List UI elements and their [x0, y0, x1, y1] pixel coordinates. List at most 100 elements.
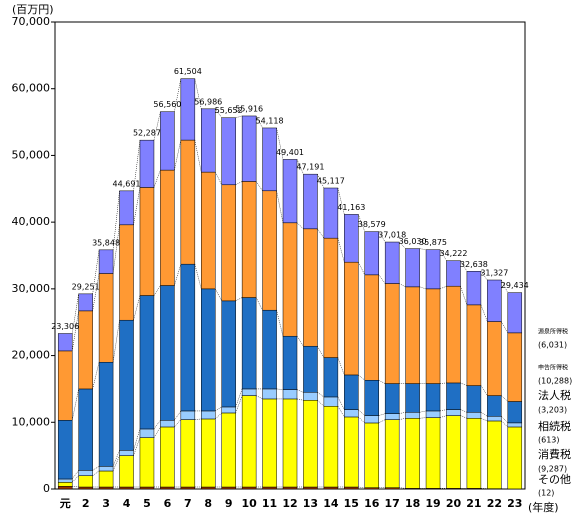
connector: [215, 406, 222, 412]
connector: [501, 420, 508, 428]
bar-segment: [160, 420, 175, 428]
connector: [194, 418, 202, 420]
connector: [153, 170, 161, 188]
bar-segment: [384, 383, 400, 414]
total-label: 55,652: [215, 106, 243, 115]
bar-segment: [282, 486, 298, 490]
total-label: 47,191: [296, 163, 324, 172]
connector: [133, 187, 141, 225]
x-tick-label: 12: [282, 497, 297, 510]
connector: [439, 285, 447, 290]
bar-segment: [262, 388, 277, 400]
bar-segment: [119, 319, 134, 451]
connector: [174, 264, 182, 286]
connector: [501, 321, 508, 333]
x-tick-label: 18: [405, 497, 420, 510]
bar-segment: [487, 279, 502, 322]
connector: [215, 412, 222, 420]
legend-value: (12): [538, 489, 554, 498]
bar-segment: [446, 285, 461, 384]
connector: [276, 310, 284, 337]
connector: [480, 418, 488, 422]
legend-value: (613): [538, 436, 560, 445]
bar-segment: [507, 426, 523, 490]
bar-segment: [405, 412, 420, 419]
total-label: 35,875: [419, 238, 447, 247]
connector: [256, 395, 263, 400]
total-label: 34,222: [439, 249, 467, 258]
bar-segment: [78, 388, 93, 471]
bar-segment: [303, 173, 318, 230]
total-label: 54,118: [256, 116, 284, 125]
bar-segment: [221, 412, 236, 488]
connector: [276, 127, 284, 160]
total-label: 29,434: [501, 281, 529, 290]
bar-segment: [344, 261, 359, 376]
bar-segment: [78, 310, 93, 390]
x-tick-label: 9: [225, 497, 233, 510]
bar-segment: [282, 159, 298, 224]
bar-segment: [221, 406, 236, 414]
bar-segment: [405, 248, 420, 288]
bar-segment: [466, 385, 482, 413]
connector: [419, 248, 427, 250]
bar-segment: [78, 470, 93, 476]
bar-segment: [262, 127, 277, 192]
connector: [112, 320, 120, 363]
connector: [235, 297, 243, 302]
bar-segment: [446, 260, 461, 287]
bar-segment: [201, 486, 216, 490]
connector: [358, 409, 365, 416]
legend-label: 相続税: [538, 419, 571, 433]
legend-label: 申告所得税: [538, 364, 568, 372]
connector: [296, 398, 304, 401]
bar-segment: [201, 418, 216, 488]
x-tick-label: 20: [446, 497, 462, 510]
connector: [72, 475, 79, 483]
connector: [112, 224, 120, 274]
bar-segment: [323, 187, 339, 239]
bar-segment: [425, 383, 441, 412]
bar-segment: [160, 486, 175, 490]
bar-segment: [241, 115, 257, 182]
total-label: 32,638: [460, 260, 488, 269]
connector: [255, 297, 263, 311]
bar-segment: [201, 410, 216, 420]
bar-segment: [57, 420, 73, 480]
total-label: 35,848: [92, 238, 120, 247]
bar-segment: [57, 486, 73, 490]
connector: [399, 418, 406, 420]
bar-segment: [303, 392, 318, 401]
connector: [378, 380, 386, 384]
connector: [337, 406, 345, 418]
bar-segment: [160, 169, 175, 286]
bar-segment: [405, 383, 420, 413]
connector: [398, 241, 406, 249]
connector: [337, 187, 345, 215]
bar-segment: [221, 184, 236, 302]
bar-segment: [507, 422, 523, 428]
connector: [460, 409, 468, 413]
bar-segment: [241, 388, 257, 396]
legend-label: 消費税: [538, 447, 571, 461]
legend-value: (9,287): [538, 465, 567, 474]
bar-segment: [139, 437, 155, 488]
bar-segment: [384, 241, 400, 284]
bar-segment: [119, 455, 134, 488]
bar-segment: [344, 214, 359, 263]
bar-segment: [282, 398, 298, 488]
bar-segment: [507, 292, 523, 334]
connector: [439, 249, 447, 261]
bar-segment: [201, 108, 216, 173]
bar-segment: [139, 428, 155, 438]
bar-segment: [282, 389, 298, 400]
connector: [358, 486, 365, 488]
connector: [317, 174, 325, 189]
connector: [378, 419, 386, 424]
bar-segment: [487, 420, 502, 489]
connector: [153, 420, 161, 430]
bar-segment: [344, 409, 359, 418]
bar-segment: [344, 416, 359, 488]
bar-segment: [119, 486, 134, 490]
